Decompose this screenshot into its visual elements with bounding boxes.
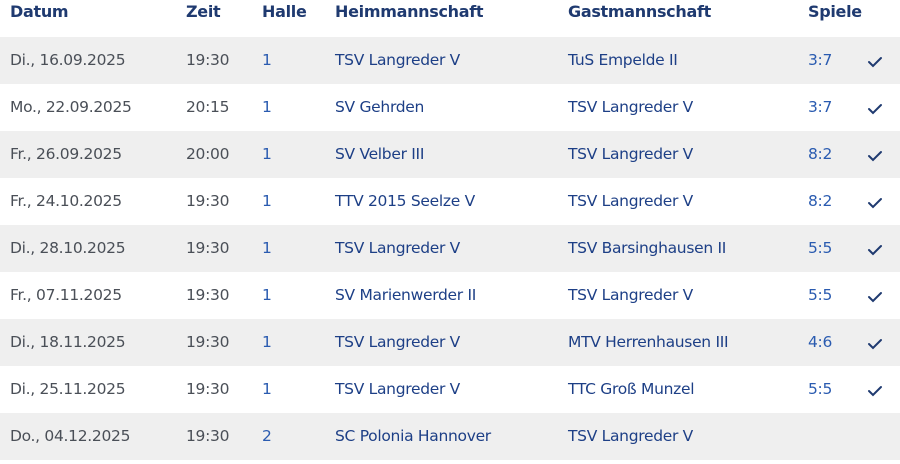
- table-cell: TTC Groß Munzel: [568, 380, 695, 398]
- table-cell: TSV Langreder V: [568, 427, 693, 445]
- table-cell: Di., 18.11.2025: [10, 333, 126, 351]
- table-cell: 3:7: [808, 51, 833, 69]
- check-icon: [868, 104, 882, 115]
- table-cell: Mo., 22.09.2025: [10, 98, 132, 116]
- header-row: Datum Zeit Halle Heimmannschaft Gastmannscha…: [0, 0, 900, 37]
- table-cell: TSV Langreder V: [335, 380, 460, 398]
- column-header: Spiele: [808, 2, 862, 21]
- column-header: Halle: [262, 2, 307, 21]
- column-header: Zeit: [186, 2, 221, 21]
- table-cell: Di., 28.10.2025: [10, 239, 126, 257]
- table-cell: Di., 25.11.2025: [10, 380, 126, 398]
- check-icon: [868, 151, 882, 162]
- table-row: Fr., 24.10.2025 19:30 1 TTV 2015 Seelze V TS…: [0, 178, 900, 225]
- column-header: Datum: [10, 2, 69, 21]
- column-header: Heimmannschaft: [335, 2, 484, 21]
- table-cell: Do., 04.12.2025: [10, 427, 131, 445]
- table-cell: 5:5: [808, 239, 833, 257]
- table-cell: 8:2: [808, 192, 833, 210]
- table-cell: Fr., 07.11.2025: [10, 286, 122, 304]
- check-icon: [868, 339, 882, 350]
- table-row: Do., 04.12.2025 19:30 2 SC Polonia Hannover…: [0, 413, 900, 460]
- table-cell: TSV Langreder V: [568, 98, 693, 116]
- column-header: Gastmannschaft: [568, 2, 711, 21]
- table-cell: 1: [262, 145, 272, 163]
- table-cell: 19:30: [186, 51, 230, 69]
- table-cell: 19:30: [186, 333, 230, 351]
- table-cell: 19:30: [186, 380, 230, 398]
- table-cell: SV Velber III: [335, 145, 425, 163]
- table-cell: 8:2: [808, 145, 833, 163]
- table-cell: SV Marienwerder II: [335, 286, 477, 304]
- table-cell: SC Polonia Hannover: [335, 427, 491, 445]
- table-cell: 2: [262, 427, 272, 445]
- table-cell: TSV Langreder V: [335, 51, 460, 69]
- table-cell: 19:30: [186, 427, 230, 445]
- table-cell: TSV Barsinghausen II: [568, 239, 727, 257]
- table-cell: 5:5: [808, 380, 833, 398]
- table-cell: TSV Langreder V: [335, 333, 460, 351]
- table-cell: 1: [262, 333, 272, 351]
- table-row: Di., 28.10.2025 19:30 1 TSV Langreder V TSV …: [0, 225, 900, 272]
- table-row: Fr., 26.09.2025 20:00 1 SV Velber III TSV La…: [0, 131, 900, 178]
- check-icon: [868, 57, 882, 68]
- table-cell: 19:30: [186, 286, 230, 304]
- table-cell: SV Gehrden: [335, 98, 425, 116]
- table-cell: TSV Langreder V: [568, 286, 693, 304]
- table-row: Fr., 07.11.2025 19:30 1 SV Marienwerder II T…: [0, 272, 900, 319]
- table-cell: 19:30: [186, 239, 230, 257]
- table-cell: 1: [262, 239, 272, 257]
- table-cell: TuS Empelde II: [568, 51, 678, 69]
- table-cell: 1: [262, 380, 272, 398]
- table-cell: MTV Herrenhausen III: [568, 333, 729, 351]
- check-icon: [868, 292, 882, 303]
- table-cell: 1: [262, 286, 272, 304]
- table-cell: TSV Langreder V: [568, 145, 693, 163]
- table-cell: 1: [262, 51, 272, 69]
- table-row: Di., 16.09.2025 19:30 1 TSV Langreder V TuS …: [0, 37, 900, 84]
- table-cell: 20:00: [186, 145, 230, 163]
- table-row: Di., 25.11.2025 19:30 1 TSV Langreder V TTC …: [0, 366, 900, 413]
- table-cell: 4:6: [808, 333, 833, 351]
- table-cell: Di., 16.09.2025: [10, 51, 126, 69]
- table-cell: Fr., 24.10.2025: [10, 192, 122, 210]
- check-icon: [868, 198, 882, 209]
- check-icon: [868, 386, 882, 397]
- table-row: Mo., 22.09.2025 20:15 1 SV Gehrden TSV Langr…: [0, 84, 900, 131]
- table-cell: Fr., 26.09.2025: [10, 145, 122, 163]
- table-cell: TSV Langreder V: [335, 239, 460, 257]
- table-cell: TSV Langreder V: [568, 192, 693, 210]
- table-cell: 1: [262, 192, 272, 210]
- table-cell: TTV 2015 Seelze V: [335, 192, 475, 210]
- table-cell: 5:5: [808, 286, 833, 304]
- check-icon: [868, 245, 882, 256]
- table-cell: 20:15: [186, 98, 230, 116]
- table-row: Di., 18.11.2025 19:30 1 TSV Langreder V MTV …: [0, 319, 900, 366]
- table-cell: 3:7: [808, 98, 833, 116]
- table-cell: 19:30: [186, 192, 230, 210]
- table-cell: 1: [262, 98, 272, 116]
